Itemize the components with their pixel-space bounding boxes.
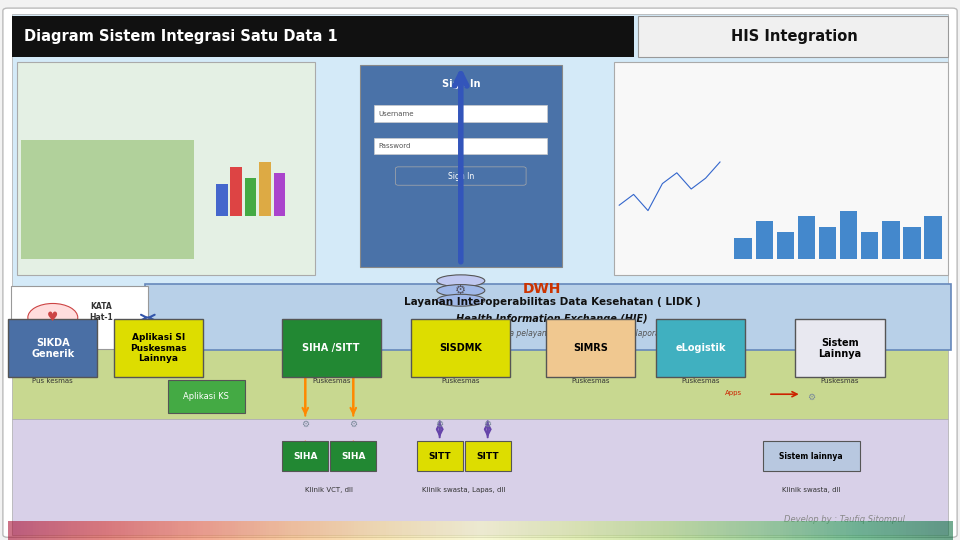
Text: SIKDA
Generik: SIKDA Generik (31, 338, 75, 359)
FancyBboxPatch shape (411, 319, 511, 377)
Bar (259, 162, 271, 216)
Text: ⚙: ⚙ (807, 393, 815, 401)
FancyBboxPatch shape (396, 167, 526, 185)
FancyBboxPatch shape (657, 319, 745, 377)
FancyBboxPatch shape (417, 441, 463, 471)
Text: Sign In: Sign In (447, 172, 474, 180)
Text: Pus kesmas: Pus kesmas (33, 377, 73, 384)
Text: ⚙: ⚙ (696, 365, 706, 375)
Text: Apps: Apps (725, 390, 742, 396)
Text: Puskesmas: Puskesmas (821, 377, 859, 384)
FancyBboxPatch shape (3, 8, 957, 537)
Text: ⚙: ⚙ (456, 365, 466, 375)
Bar (638, 16, 948, 57)
Text: SITT: SITT (476, 452, 499, 461)
Bar (756, 221, 773, 259)
Text: ⚙: ⚙ (436, 420, 444, 428)
Text: Puskesmas: Puskesmas (312, 377, 350, 384)
Bar (216, 184, 228, 216)
Bar (861, 232, 878, 259)
Text: ⚙: ⚙ (349, 420, 357, 428)
Bar (734, 238, 752, 259)
Bar (903, 227, 921, 259)
Text: Username: Username (378, 111, 414, 117)
Text: Sistem lainnya: Sistem lainnya (780, 452, 843, 461)
FancyBboxPatch shape (465, 441, 511, 471)
Bar (245, 178, 256, 216)
Text: Diagram Sistem Integrasi Satu Data 1: Diagram Sistem Integrasi Satu Data 1 (24, 29, 338, 44)
Text: SIHA: SIHA (341, 452, 366, 461)
Bar (12, 286, 948, 418)
Text: Puskesmas: Puskesmas (571, 377, 610, 384)
FancyBboxPatch shape (145, 284, 951, 350)
FancyBboxPatch shape (113, 319, 204, 377)
Bar (374, 138, 547, 154)
Text: Develop by : Taufiq Sitompul: Develop by : Taufiq Sitompul (784, 515, 905, 524)
FancyBboxPatch shape (282, 319, 380, 377)
Text: ⚙: ⚙ (154, 365, 163, 375)
Text: Password: Password (378, 143, 411, 150)
Ellipse shape (437, 294, 485, 306)
Text: Sistem
Lainnya: Sistem Lainnya (819, 338, 861, 359)
Bar (437, 290, 485, 312)
FancyBboxPatch shape (8, 319, 98, 377)
Text: SISDMK: SISDMK (440, 343, 482, 353)
Bar (12, 16, 634, 57)
Bar (12, 418, 948, 535)
Bar (798, 216, 815, 259)
Text: ⚙: ⚙ (326, 365, 336, 375)
Bar (614, 62, 948, 275)
Bar (819, 227, 836, 259)
Text: ⚙: ⚙ (835, 365, 845, 375)
Text: SIHA /SITT: SIHA /SITT (302, 343, 360, 353)
Text: KATA
Hat-1: KATA Hat-1 (89, 302, 112, 322)
Text: Sign In: Sign In (442, 79, 480, 89)
Text: Layanan Interoperabilitas Data Kesehatan ( LIDK ): Layanan Interoperabilitas Data Kesehatan… (403, 298, 701, 307)
Bar (230, 167, 242, 216)
Bar (882, 221, 900, 259)
Text: SITT: SITT (428, 452, 451, 461)
FancyBboxPatch shape (762, 441, 860, 471)
Text: Klinik VCT, dll: Klinik VCT, dll (305, 487, 353, 494)
Text: DWH: DWH (523, 282, 562, 296)
Text: Klinik swasta, Lapas, dll: Klinik swasta, Lapas, dll (422, 487, 505, 494)
Text: SIHA: SIHA (293, 452, 318, 461)
Bar (21, 140, 194, 259)
Ellipse shape (437, 275, 485, 287)
Bar (924, 216, 942, 259)
FancyBboxPatch shape (167, 380, 246, 414)
FancyBboxPatch shape (11, 286, 148, 349)
FancyBboxPatch shape (330, 441, 376, 471)
Bar (360, 65, 562, 267)
Text: ♥: ♥ (47, 311, 59, 324)
Circle shape (28, 303, 78, 332)
Bar (840, 211, 857, 259)
Text: ⚙: ⚙ (586, 365, 595, 375)
Text: ⚙: ⚙ (455, 284, 467, 296)
Ellipse shape (437, 285, 485, 296)
FancyBboxPatch shape (282, 441, 328, 471)
FancyBboxPatch shape (545, 319, 636, 377)
Text: ⚙: ⚙ (48, 365, 58, 375)
Text: Aplikasi KS: Aplikasi KS (183, 393, 229, 401)
Bar (17, 62, 315, 275)
Text: Puskesmas: Puskesmas (442, 377, 480, 384)
Text: eLogistik: eLogistik (676, 343, 726, 353)
Text: ⚙: ⚙ (484, 420, 492, 428)
Text: Aplikasi SI
Puskesmas
Lainnya: Aplikasi SI Puskesmas Lainnya (131, 333, 186, 363)
Text: ⚙: ⚙ (301, 420, 309, 428)
Text: SIMRS: SIMRS (573, 343, 608, 353)
Bar (777, 232, 794, 259)
Bar (21, 140, 194, 259)
Bar (374, 105, 547, 122)
Text: → web service data pelayanan, pencatatan, dan pelaporan: → web service data pelayanan, pencatatan… (440, 329, 664, 338)
Text: HIS Integration: HIS Integration (731, 29, 857, 44)
Bar (12, 14, 948, 286)
FancyBboxPatch shape (795, 319, 885, 377)
Bar (274, 173, 285, 216)
Text: Klinik swasta, dll: Klinik swasta, dll (782, 487, 840, 494)
Text: Health Information Exchange (HIE): Health Information Exchange (HIE) (456, 314, 648, 323)
Text: Puskesmas: Puskesmas (682, 377, 720, 384)
